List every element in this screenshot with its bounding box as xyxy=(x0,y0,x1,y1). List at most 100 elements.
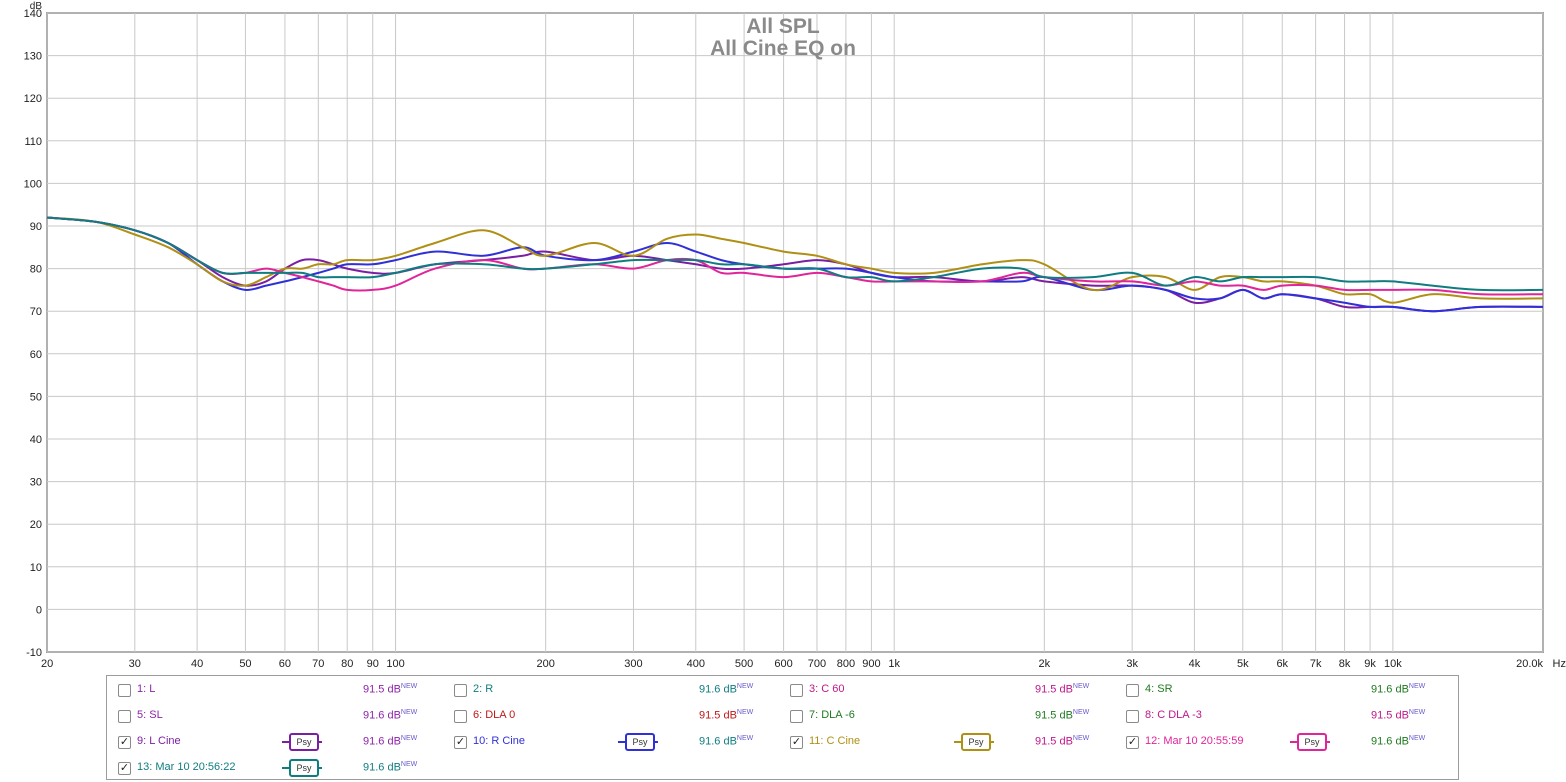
psy-smoothing-button[interactable]: Psy xyxy=(1290,732,1330,751)
spl-value-text: 91.6 dB xyxy=(363,709,401,722)
legend-checkbox[interactable] xyxy=(1126,710,1139,723)
legend-item: ✓ 11: C Cine Psy 91.5 dBNEW xyxy=(790,733,1110,753)
spl-value-text: 91.6 dB xyxy=(699,683,737,696)
legend-checkbox[interactable] xyxy=(790,684,803,697)
x-tick-label: 60 xyxy=(279,658,291,670)
y-tick-label: 90 xyxy=(30,221,42,233)
y-tick-label: 100 xyxy=(24,178,42,190)
legend-item-name: 2: R xyxy=(473,683,494,695)
psy-label: Psy xyxy=(961,733,991,751)
y-tick-label: 110 xyxy=(24,136,42,148)
legend-item: 8: C DLA -3 91.5 dBNEW xyxy=(1126,707,1446,727)
legend-item-name: 10: R Cine xyxy=(473,735,525,747)
psy-smoothing-button[interactable]: Psy xyxy=(282,758,322,777)
legend-checkbox[interactable]: ✓ xyxy=(1126,736,1139,749)
legend-spl-value: 91.6 dBNEW xyxy=(363,735,417,748)
spl-value-text: 91.5 dB xyxy=(1371,709,1409,722)
x-tick-label: 300 xyxy=(624,658,642,670)
legend-item-name: 8: C DLA -3 xyxy=(1145,709,1202,721)
y-tick-label: 40 xyxy=(30,434,42,446)
legend-checkbox[interactable] xyxy=(118,710,131,723)
x-tick-label: 40 xyxy=(191,658,203,670)
psy-label: Psy xyxy=(1297,733,1327,751)
legend-item: ✓ 12: Mar 10 20:55:59 Psy 91.6 dBNEW xyxy=(1126,733,1446,753)
chart-title: All SPL xyxy=(746,15,820,38)
psy-smoothing-button[interactable]: Psy xyxy=(282,732,322,751)
legend-item: 5: SL 91.6 dBNEW xyxy=(118,707,438,727)
psy-smoothing-button[interactable]: Psy xyxy=(618,732,658,751)
y-tick-label: 80 xyxy=(30,264,42,276)
legend-checkbox[interactable] xyxy=(454,710,467,723)
legend-spl-value: 91.6 dBNEW xyxy=(699,735,753,748)
spl-value-text: 91.5 dB xyxy=(1035,709,1073,722)
x-tick-label: 30 xyxy=(129,658,141,670)
legend-checkbox[interactable]: ✓ xyxy=(118,736,131,749)
x-tick-label: 7k xyxy=(1310,658,1322,670)
legend-item-name: 4: SR xyxy=(1145,683,1173,695)
x-tick-label: 900 xyxy=(862,658,880,670)
legend-checkbox[interactable]: ✓ xyxy=(118,762,131,775)
legend-item-name: 6: DLA 0 xyxy=(473,709,516,721)
spl-value-text: 91.6 dB xyxy=(1371,735,1409,748)
new-tag: NEW xyxy=(1072,683,1090,690)
legend-item: 6: DLA 0 91.5 dBNEW xyxy=(454,707,774,727)
y-tick-label: 60 xyxy=(30,349,42,361)
legend-checkbox[interactable] xyxy=(454,684,467,697)
legend-checkbox[interactable] xyxy=(118,684,131,697)
legend-spl-value: 91.6 dBNEW xyxy=(1371,735,1425,748)
spl-value-text: 91.6 dB xyxy=(1371,683,1409,696)
y-tick-label: 120 xyxy=(24,93,42,105)
x-tick-label: 90 xyxy=(367,658,379,670)
x-tick-label: 20.0k xyxy=(1516,658,1543,670)
series-line-5 xyxy=(46,216,1544,292)
legend-checkbox[interactable] xyxy=(1126,684,1139,697)
x-tick-label: 9k xyxy=(1364,658,1376,670)
x-tick-label: 600 xyxy=(774,658,792,670)
spl-value-text: 91.5 dB xyxy=(1035,683,1073,696)
x-tick-label: 5k xyxy=(1237,658,1249,670)
legend-checkbox[interactable]: ✓ xyxy=(454,736,467,749)
legend-item-name: 3: C 60 xyxy=(809,683,845,695)
y-tick-label: -10 xyxy=(26,647,42,659)
legend-item-name: 5: SL xyxy=(137,709,163,721)
x-axis-label: Hz xyxy=(1553,658,1566,670)
spl-value-text: 91.6 dB xyxy=(363,735,401,748)
new-tag: NEW xyxy=(736,683,754,690)
legend-spl-value: 91.5 dBNEW xyxy=(1371,709,1425,722)
psy-label: Psy xyxy=(289,759,319,777)
x-tick-label: 8k xyxy=(1339,658,1351,670)
legend-spl-value: 91.5 dBNEW xyxy=(1035,735,1089,748)
spl-value-text: 91.6 dB xyxy=(363,761,401,774)
legend-checkbox[interactable] xyxy=(790,710,803,723)
legend-checkbox[interactable]: ✓ xyxy=(790,736,803,749)
x-tick-label: 3k xyxy=(1126,658,1138,670)
measurement-legend: 1: L 91.5 dBNEW 2: R 91.6 dBNEW 3: C 60 91.5 … xyxy=(106,675,1459,780)
y-tick-label: 10 xyxy=(30,562,42,574)
spl-value-text: 91.6 dB xyxy=(699,735,737,748)
legend-spl-value: 91.5 dBNEW xyxy=(363,683,417,696)
y-axis-label: dB xyxy=(30,1,43,12)
legend-spl-value: 91.5 dBNEW xyxy=(1035,683,1089,696)
legend-spl-value: 91.6 dBNEW xyxy=(699,683,753,696)
legend-item: 3: C 60 91.5 dBNEW xyxy=(790,681,1110,701)
y-tick-label: 140 xyxy=(24,8,42,20)
psy-label: Psy xyxy=(625,733,655,751)
psy-smoothing-button[interactable]: Psy xyxy=(954,732,994,751)
y-tick-label: 20 xyxy=(30,519,42,531)
legend-item: ✓ 10: R Cine Psy 91.6 dBNEW xyxy=(454,733,774,753)
chart-subtitle: All Cine EQ on xyxy=(710,37,856,60)
x-tick-label: 4k xyxy=(1189,658,1201,670)
legend-item-name: 9: L Cine xyxy=(137,735,181,747)
new-tag: NEW xyxy=(1408,735,1426,742)
y-tick-label: 30 xyxy=(30,477,42,489)
legend-item: 1: L 91.5 dBNEW xyxy=(118,681,438,701)
x-tick-label: 400 xyxy=(687,658,705,670)
legend-spl-value: 91.6 dBNEW xyxy=(363,709,417,722)
x-tick-label: 6k xyxy=(1276,658,1288,670)
x-tick-label: 1k xyxy=(888,658,900,670)
legend-item: 4: SR 91.6 dBNEW xyxy=(1126,681,1446,701)
spl-value-text: 91.5 dB xyxy=(699,709,737,722)
new-tag: NEW xyxy=(736,709,754,716)
x-tick-label: 50 xyxy=(239,658,251,670)
